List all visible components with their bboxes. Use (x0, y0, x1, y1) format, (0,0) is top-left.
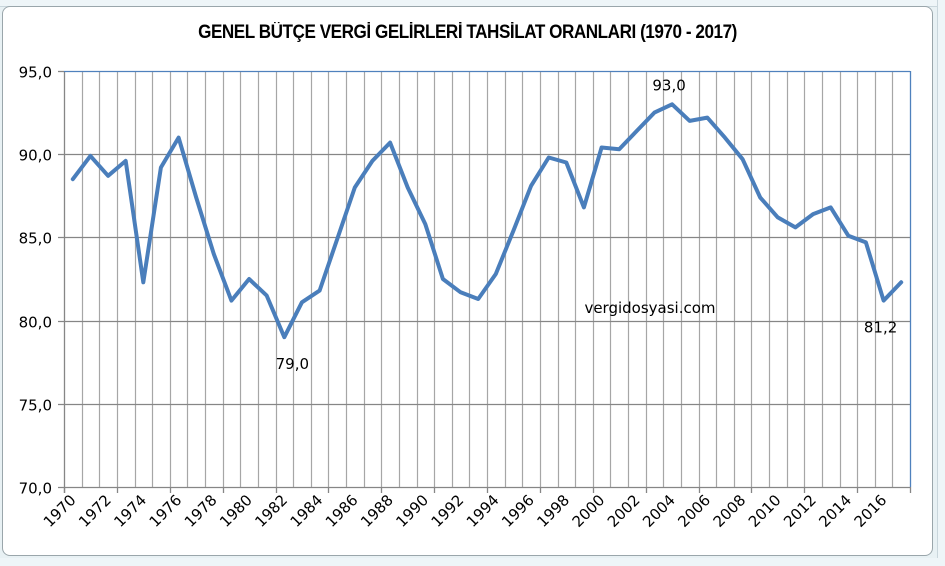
chart-container[interactable] (2, 6, 933, 556)
x-tick-label: 1980 (216, 491, 256, 531)
x-tick-label: 2012 (780, 491, 820, 531)
x-tick-label: 2014 (815, 491, 855, 531)
chart-title: GENEL BÜTÇE VERGİ GELİRLERİ TAHSİLAT ORA… (198, 22, 737, 43)
data-labels: 79,0 93,0 81,2 vergidosyasi.com (276, 76, 898, 373)
data-label: 81,2 (864, 319, 897, 337)
y-tick-label: 85,0 (19, 230, 52, 248)
x-tick-label: 1988 (357, 491, 397, 531)
x-tick-label: 1974 (110, 491, 150, 531)
y-tick-label: 80,0 (19, 314, 52, 332)
x-tick-label: 1990 (392, 491, 432, 531)
x-tick-label: 1978 (181, 491, 221, 531)
spreadsheet-background-right (937, 0, 945, 566)
y-tick-label: 90,0 (19, 147, 52, 165)
x-tick-label: 1992 (428, 491, 468, 531)
data-series-line[interactable] (70, 102, 904, 340)
x-tick-label: 2004 (639, 491, 679, 531)
x-tick-label: 1996 (498, 491, 538, 531)
y-tick-label: 95,0 (19, 64, 52, 82)
x-tick-label: 2016 (851, 491, 891, 531)
y-tick-label: 70,0 (19, 480, 52, 498)
spreadsheet-background-bottom (0, 558, 945, 566)
x-tick-label: 2006 (674, 491, 714, 531)
x-tick-label: 2010 (745, 491, 785, 531)
x-tick-label: 2008 (710, 491, 750, 531)
data-label: 93,0 (652, 76, 685, 94)
x-tick-label: 1984 (287, 491, 327, 531)
x-tick-label: 1972 (75, 491, 115, 531)
watermark-text: vergidosyasi.com (584, 299, 715, 317)
data-label: 79,0 (276, 355, 309, 373)
x-axis-tick-labels: 1970197219741976197819801982198419861988… (40, 491, 890, 531)
x-tick-label: 1982 (251, 491, 291, 531)
x-tick-label: 2000 (569, 491, 609, 531)
x-tick-label: 1986 (322, 491, 362, 531)
horizontal-gridlines (58, 70, 910, 489)
x-tick-label: 1976 (146, 491, 186, 531)
x-tick-label: 1998 (533, 491, 573, 531)
axes (63, 70, 912, 493)
x-tick-label: 1994 (463, 491, 503, 531)
vertical-gridlines (81, 71, 894, 487)
y-tick-label: 75,0 (19, 397, 52, 415)
y-axis-tick-labels: 70,0 75,0 80,0 85,0 90,0 95,0 (19, 64, 52, 498)
x-tick-label: 2002 (604, 491, 644, 531)
